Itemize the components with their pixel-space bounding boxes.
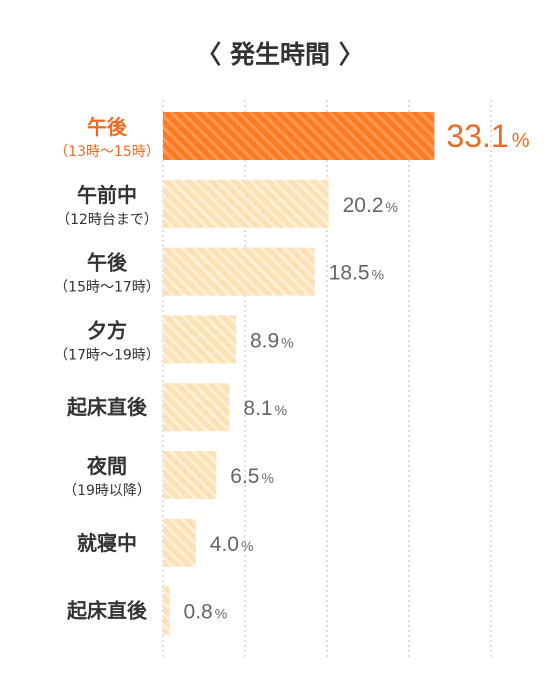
value-labels: 33.1 %20.2 %18.5 %8.9 %8.1 %6.5 %4.0 %0.8% (184, 118, 530, 624)
data-label: 18.5% (329, 262, 384, 285)
category-label-main: 夜間 (86, 454, 127, 478)
data-label-value: 20.2 (343, 194, 384, 217)
bar (163, 112, 435, 160)
category-label-main: 午前中 (77, 183, 137, 207)
category-label: 午後 （13時～15時） (54, 115, 160, 160)
data-label-value: 33.1 (446, 118, 508, 154)
category-label: 午後 （15時～17時） (54, 251, 160, 296)
category-label: 起床直後 (66, 599, 148, 623)
data-label-unit: % (512, 130, 530, 152)
data-label-value: 8.1 (243, 397, 272, 420)
bar (163, 247, 315, 296)
category-label-main: 就寝中 (77, 531, 137, 555)
category-label-sub: （17時～19時） (54, 347, 160, 363)
data-label: 8.9% (250, 329, 294, 352)
data-label-unit: % (262, 470, 274, 486)
category-label-sub: （12時台まで） (56, 212, 158, 228)
category-label: 起床直後 (66, 395, 148, 419)
category-label-sub: （19時以降） (63, 483, 151, 499)
data-label-unit: % (241, 538, 253, 554)
data-label: 8.1% (243, 397, 287, 420)
data-label: 4.0% (210, 533, 254, 556)
category-labels: 午後 （13時～15時） 午前中 （12時台まで） 午後 （15時～17時） 夕方 （17時～… (54, 115, 160, 623)
category-label-main: 午後 (87, 115, 128, 139)
category-label-sub: （15時～17時） (54, 280, 160, 296)
data-label: 33.1% (446, 118, 529, 154)
data-label-unit: % (215, 606, 227, 622)
data-label: 6.5% (230, 465, 274, 488)
category-label-main: 起床直後 (66, 599, 148, 623)
category-label: 就寝中 (77, 531, 137, 555)
data-label-value: 6.5 (230, 465, 259, 488)
category-label-main: 夕方 (87, 318, 127, 342)
data-label-value: 0.8 (184, 601, 213, 624)
data-label-value: 18.5 (329, 262, 370, 285)
category-label: 午前中 （12時台まで） (56, 183, 158, 228)
category-label-main: 午後 (87, 251, 128, 275)
bars (163, 112, 435, 635)
chart-title: 〈 発生時間 〉 (196, 40, 363, 69)
bar (163, 586, 170, 635)
data-label: 20.2% (343, 194, 398, 217)
bar (163, 451, 217, 499)
category-label: 夕方 （17時～19時） (54, 318, 160, 363)
category-label-sub: （13時～15時） (54, 144, 160, 160)
bar (163, 315, 236, 364)
data-label-value: 4.0 (210, 533, 239, 556)
category-label: 夜間 （19時以降） (63, 454, 151, 499)
data-label-value: 8.9 (250, 329, 279, 352)
data-label: 0.8% (184, 601, 228, 624)
data-label-unit: % (372, 267, 384, 283)
category-label-main: 起床直後 (66, 395, 148, 419)
data-label-unit: % (386, 199, 398, 215)
bar (163, 383, 230, 432)
bar (163, 179, 329, 228)
data-label-unit: % (275, 402, 287, 418)
data-label-unit: % (281, 334, 293, 350)
bar (163, 518, 196, 567)
